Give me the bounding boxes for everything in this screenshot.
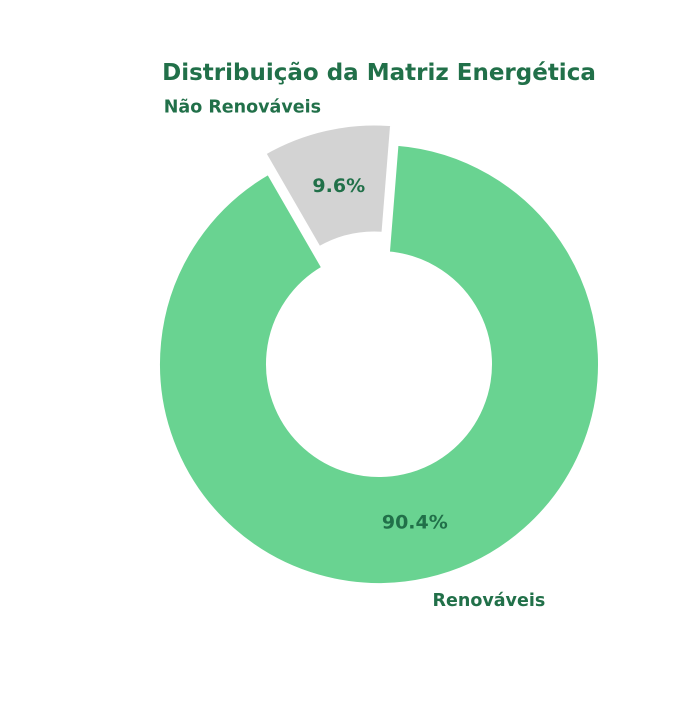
slices-layer	[156, 121, 602, 587]
slice-percent-label-0: 90.4%	[382, 512, 448, 534]
slice-category-label-0: Renováveis	[433, 591, 546, 611]
slice-1	[262, 121, 395, 251]
slice-category-label-1: Não Renováveis	[164, 97, 321, 117]
labels-layer: 90.4% Renováveis 9.6% Não Renováveis	[164, 97, 546, 611]
slice-percent-label-1: 9.6%	[312, 175, 365, 197]
chart-title: Distribuição da Matriz Energética	[162, 60, 596, 86]
slice-0	[156, 141, 602, 587]
